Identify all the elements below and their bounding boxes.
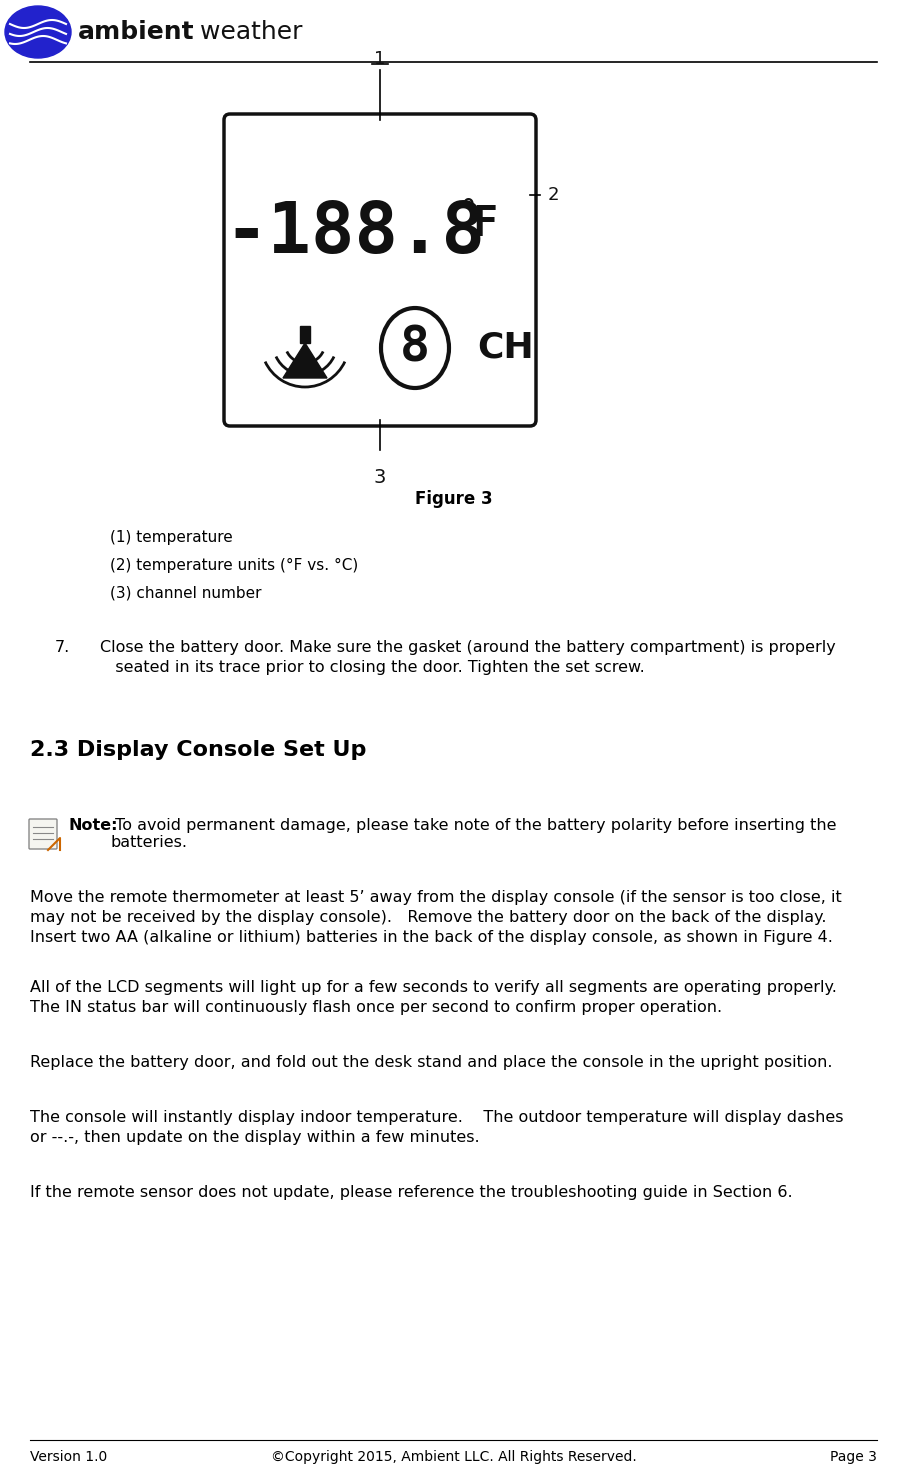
FancyBboxPatch shape — [29, 819, 57, 848]
Text: Replace the battery door, and fold out the desk stand and place the console in t: Replace the battery door, and fold out t… — [30, 1054, 833, 1071]
Text: seated in its trace prior to closing the door. Tighten the set screw.: seated in its trace prior to closing the… — [100, 660, 645, 675]
Text: (2) temperature units (°F vs. °C): (2) temperature units (°F vs. °C) — [110, 558, 358, 572]
Text: 8: 8 — [400, 323, 430, 372]
Text: ambient: ambient — [78, 19, 195, 44]
FancyBboxPatch shape — [224, 114, 536, 426]
Text: Close the battery door. Make sure the gasket (around the battery compartment) is: Close the battery door. Make sure the ga… — [100, 641, 835, 655]
Text: To avoid permanent damage, please take note of the battery polarity before inser: To avoid permanent damage, please take n… — [110, 819, 836, 850]
Text: (1) temperature: (1) temperature — [110, 529, 233, 544]
Polygon shape — [300, 326, 310, 343]
Text: Move the remote thermometer at least 5’ away from the display console (if the se: Move the remote thermometer at least 5’ … — [30, 890, 842, 945]
Text: Version 1.0: Version 1.0 — [30, 1450, 107, 1464]
Text: The console will instantly display indoor temperature.    The outdoor temperatur: The console will instantly display indoo… — [30, 1109, 844, 1145]
Text: (3) channel number: (3) channel number — [110, 586, 261, 601]
Text: 2.3 Display Console Set Up: 2.3 Display Console Set Up — [30, 740, 366, 759]
Text: If the remote sensor does not update, please reference the troubleshooting guide: If the remote sensor does not update, pl… — [30, 1185, 793, 1200]
Text: All of the LCD segments will light up for a few seconds to verify all segments a: All of the LCD segments will light up fo… — [30, 980, 837, 1014]
Polygon shape — [283, 343, 327, 378]
Text: weather: weather — [192, 19, 303, 44]
Ellipse shape — [5, 6, 71, 58]
Text: 1: 1 — [375, 50, 385, 68]
Text: 3: 3 — [374, 469, 386, 486]
Text: CH: CH — [477, 331, 533, 365]
Text: F: F — [473, 203, 498, 245]
Text: 2: 2 — [548, 185, 560, 205]
Text: Page 3: Page 3 — [830, 1450, 877, 1464]
Text: -188.8: -188.8 — [225, 200, 485, 268]
Text: 7.: 7. — [55, 641, 70, 655]
Text: Figure 3: Figure 3 — [414, 489, 493, 509]
Text: Note:: Note: — [68, 819, 118, 833]
Text: °: ° — [461, 197, 475, 227]
Text: ©Copyright 2015, Ambient LLC. All Rights Reserved.: ©Copyright 2015, Ambient LLC. All Rights… — [270, 1450, 637, 1464]
